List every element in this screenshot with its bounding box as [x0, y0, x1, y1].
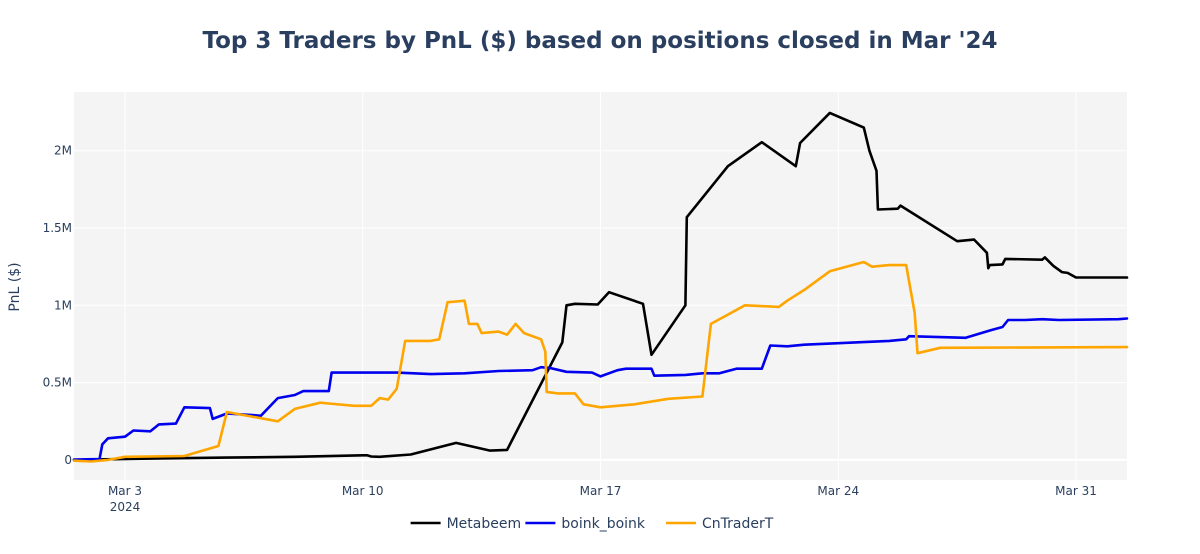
legend-item-cntradert[interactable]: CnTraderT	[666, 516, 774, 532]
chart-title: Top 3 Traders by PnL ($) based on positi…	[202, 28, 997, 54]
y-tick-label: 0.5M	[43, 376, 72, 390]
y-tick-label: 1M	[54, 298, 72, 312]
y-axis-title: PnL ($)	[7, 262, 23, 311]
gridlines	[74, 92, 1127, 480]
x-tick-label: Mar 3	[108, 484, 142, 498]
x-axis-ticks: Mar 3 2024 Mar 10 Mar 17 Mar 24 Mar 31	[108, 484, 1097, 514]
legend-label: Metabeem	[447, 516, 522, 532]
y-tick-label: 0	[64, 453, 72, 467]
series-lines	[72, 111, 1129, 463]
legend: Metabeem boink_boink CnTraderT	[410, 516, 774, 532]
x-tick-label: Mar 10	[342, 484, 384, 498]
legend-item-metabeem[interactable]: Metabeem	[410, 516, 522, 532]
legend-item-boink-boink[interactable]: boink_boink	[525, 516, 646, 532]
series-line-boink-boink[interactable]	[72, 317, 1129, 461]
y-axis-ticks: 0 0.5M 1M 1.5M 2M	[43, 144, 72, 467]
y-tick-label: 1.5M	[43, 221, 72, 235]
x-tick-label: Mar 31	[1055, 484, 1097, 498]
legend-label: CnTraderT	[702, 516, 774, 532]
x-tick-label: Mar 24	[817, 484, 859, 498]
x-tick-label: Mar 17	[580, 484, 622, 498]
legend-label: boink_boink	[561, 516, 646, 532]
y-tick-label: 2M	[54, 144, 72, 158]
series-line-metabeem[interactable]	[72, 111, 1129, 462]
x-tick-sublabel: 2024	[110, 500, 141, 514]
series-line-cntradert[interactable]	[72, 260, 1129, 463]
